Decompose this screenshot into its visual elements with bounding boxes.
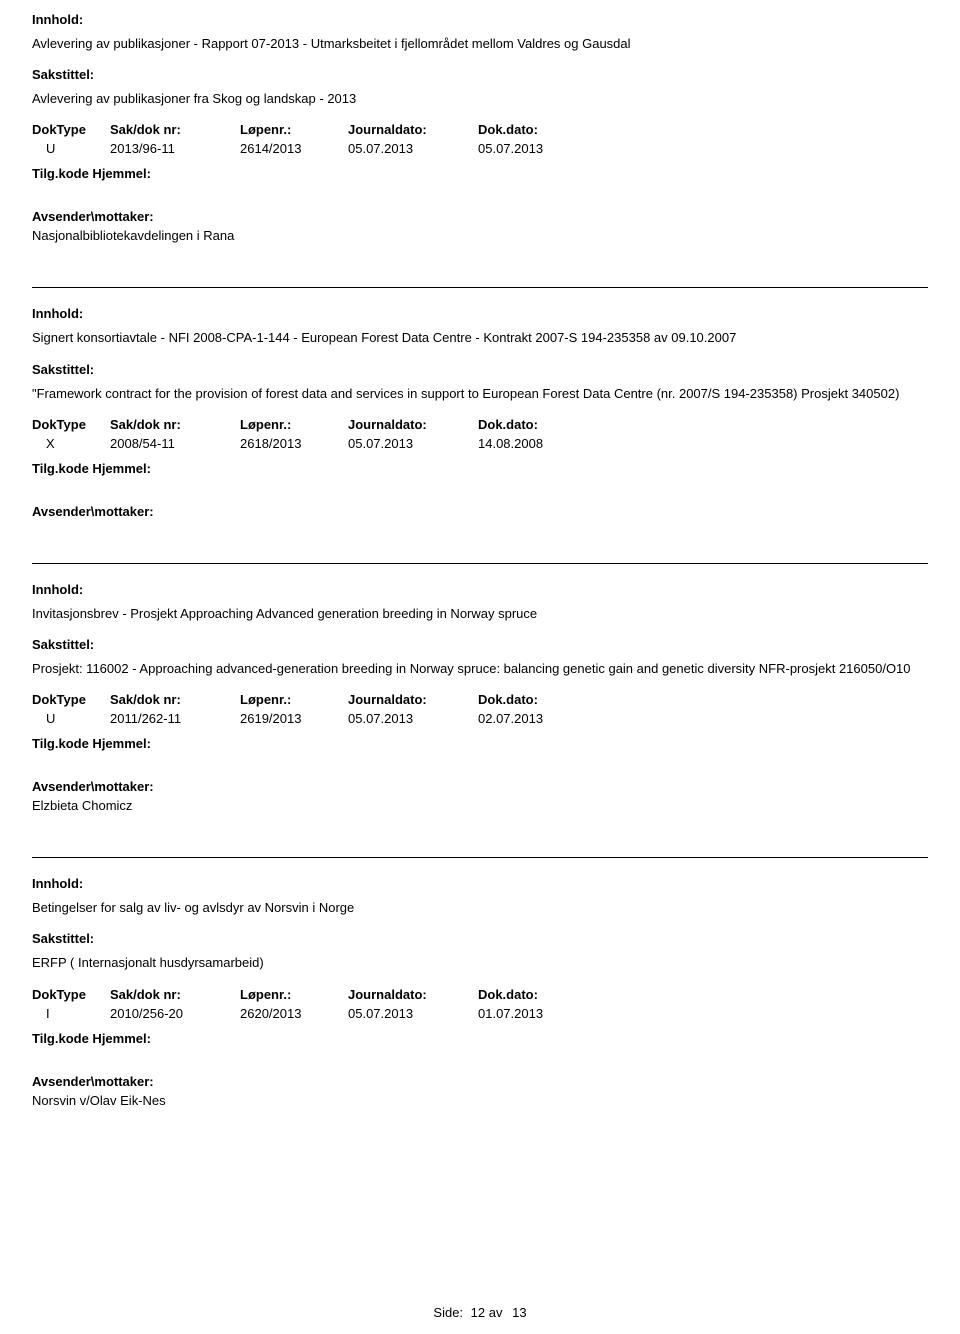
record-divider — [32, 857, 928, 858]
val-sakdok: 2013/96-11 — [110, 141, 240, 156]
val-lopenr: 2619/2013 — [240, 711, 348, 726]
record-table-header: DokType Sak/dok nr: Løpenr.: Journaldato… — [32, 417, 928, 432]
col-journaldato: Journaldato: — [348, 417, 478, 432]
col-dokdato: Dok.dato: — [478, 417, 598, 432]
tilgkode-label: Tilg.kode Hjemmel: — [32, 736, 928, 751]
journal-record: Innhold: Invitasjonsbrev - Prosjekt Appr… — [32, 582, 928, 813]
val-dokdato: 05.07.2013 — [478, 141, 598, 156]
col-sakdok: Sak/dok nr: — [110, 122, 240, 137]
sakstittel-label: Sakstittel: — [32, 67, 928, 82]
record-table-row: X 2008/54-11 2618/2013 05.07.2013 14.08.… — [32, 436, 928, 451]
innhold-label: Innhold: — [32, 582, 928, 597]
val-journaldato: 05.07.2013 — [348, 711, 478, 726]
col-doktype: DokType — [32, 987, 110, 1002]
footer-total-num: 13 — [512, 1305, 526, 1320]
col-journaldato: Journaldato: — [348, 987, 478, 1002]
avsender-value: Nasjonalbibliotekavdelingen i Rana — [32, 228, 928, 243]
journal-record: Innhold: Signert konsortiavtale - NFI 20… — [32, 306, 928, 518]
col-journaldato: Journaldato: — [348, 122, 478, 137]
sakstittel-text: ERFP ( Internasjonalt husdyrsamarbeid) — [32, 954, 928, 972]
avsender-value: Elzbieta Chomicz — [32, 798, 928, 813]
val-doktype: X — [32, 436, 110, 451]
tilgkode-label: Tilg.kode Hjemmel: — [32, 1031, 928, 1046]
innhold-label: Innhold: — [32, 306, 928, 321]
avsender-label: Avsender\mottaker: — [32, 209, 928, 224]
col-sakdok: Sak/dok nr: — [110, 692, 240, 707]
val-journaldato: 05.07.2013 — [348, 1006, 478, 1021]
tilgkode-label: Tilg.kode Hjemmel: — [32, 166, 928, 181]
sakstittel-label: Sakstittel: — [32, 362, 928, 377]
innhold-text: Avlevering av publikasjoner - Rapport 07… — [32, 35, 928, 53]
innhold-label: Innhold: — [32, 12, 928, 27]
col-doktype: DokType — [32, 417, 110, 432]
col-lopenr: Løpenr.: — [240, 122, 348, 137]
record-table-header: DokType Sak/dok nr: Løpenr.: Journaldato… — [32, 987, 928, 1002]
col-sakdok: Sak/dok nr: — [110, 987, 240, 1002]
journal-record: Innhold: Avlevering av publikasjoner - R… — [32, 12, 928, 243]
val-lopenr: 2618/2013 — [240, 436, 348, 451]
innhold-text: Invitasjonsbrev - Prosjekt Approaching A… — [32, 605, 928, 623]
record-table-row: U 2011/262-11 2619/2013 05.07.2013 02.07… — [32, 711, 928, 726]
record-table-header: DokType Sak/dok nr: Løpenr.: Journaldato… — [32, 122, 928, 137]
record-table-header: DokType Sak/dok nr: Løpenr.: Journaldato… — [32, 692, 928, 707]
val-journaldato: 05.07.2013 — [348, 436, 478, 451]
sakstittel-label: Sakstittel: — [32, 637, 928, 652]
val-sakdok: 2011/262-11 — [110, 711, 240, 726]
footer-side-label: Side: — [433, 1305, 463, 1320]
avsender-label: Avsender\mottaker: — [32, 1074, 928, 1089]
sakstittel-text: Prosjekt: 116002 - Approaching advanced-… — [32, 660, 928, 678]
innhold-text: Betingelser for salg av liv- og avlsdyr … — [32, 899, 928, 917]
col-dokdato: Dok.dato: — [478, 987, 598, 1002]
col-lopenr: Løpenr.: — [240, 417, 348, 432]
val-doktype: U — [32, 141, 110, 156]
innhold-text: Signert konsortiavtale - NFI 2008-CPA-1-… — [32, 329, 928, 347]
sakstittel-text: "Framework contract for the provision of… — [32, 385, 928, 403]
col-dokdato: Dok.dato: — [478, 122, 598, 137]
val-lopenr: 2620/2013 — [240, 1006, 348, 1021]
val-doktype: U — [32, 711, 110, 726]
sakstittel-label: Sakstittel: — [32, 931, 928, 946]
col-lopenr: Løpenr.: — [240, 692, 348, 707]
val-dokdato: 14.08.2008 — [478, 436, 598, 451]
val-journaldato: 05.07.2013 — [348, 141, 478, 156]
avsender-label: Avsender\mottaker: — [32, 779, 928, 794]
col-lopenr: Løpenr.: — [240, 987, 348, 1002]
record-divider — [32, 563, 928, 564]
val-sakdok: 2010/256-20 — [110, 1006, 240, 1021]
val-dokdato: 02.07.2013 — [478, 711, 598, 726]
record-divider — [32, 287, 928, 288]
val-dokdato: 01.07.2013 — [478, 1006, 598, 1021]
avsender-value: Norsvin v/Olav Eik-Nes — [32, 1093, 928, 1108]
col-journaldato: Journaldato: — [348, 692, 478, 707]
innhold-label: Innhold: — [32, 876, 928, 891]
sakstittel-text: Avlevering av publikasjoner fra Skog og … — [32, 90, 928, 108]
page-footer: Side: 12 av 13 — [0, 1305, 960, 1320]
journal-record: Innhold: Betingelser for salg av liv- og… — [32, 876, 928, 1107]
footer-av-label: av — [489, 1305, 503, 1320]
avsender-label: Avsender\mottaker: — [32, 504, 928, 519]
tilgkode-label: Tilg.kode Hjemmel: — [32, 461, 928, 476]
col-sakdok: Sak/dok nr: — [110, 417, 240, 432]
val-sakdok: 2008/54-11 — [110, 436, 240, 451]
col-dokdato: Dok.dato: — [478, 692, 598, 707]
val-doktype: I — [32, 1006, 110, 1021]
col-doktype: DokType — [32, 122, 110, 137]
val-lopenr: 2614/2013 — [240, 141, 348, 156]
record-table-row: I 2010/256-20 2620/2013 05.07.2013 01.07… — [32, 1006, 928, 1021]
footer-page-num: 12 — [471, 1305, 485, 1320]
record-table-row: U 2013/96-11 2614/2013 05.07.2013 05.07.… — [32, 141, 928, 156]
col-doktype: DokType — [32, 692, 110, 707]
